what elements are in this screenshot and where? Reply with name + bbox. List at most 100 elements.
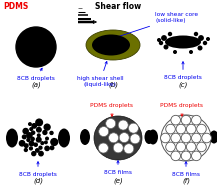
Circle shape xyxy=(27,139,30,141)
Text: (f): (f) xyxy=(182,177,190,184)
Circle shape xyxy=(29,123,31,125)
Ellipse shape xyxy=(6,129,18,147)
Circle shape xyxy=(171,133,181,143)
Circle shape xyxy=(45,146,49,150)
Ellipse shape xyxy=(145,130,153,144)
Text: PDMS droplets: PDMS droplets xyxy=(161,103,204,116)
Circle shape xyxy=(161,133,170,143)
Circle shape xyxy=(186,142,196,152)
Circle shape xyxy=(159,42,163,44)
Circle shape xyxy=(32,124,36,128)
Circle shape xyxy=(51,139,58,145)
Circle shape xyxy=(31,131,35,134)
Circle shape xyxy=(158,39,160,41)
Ellipse shape xyxy=(165,36,201,49)
Circle shape xyxy=(16,27,56,67)
Circle shape xyxy=(50,131,53,134)
Circle shape xyxy=(23,129,28,134)
Circle shape xyxy=(36,137,41,142)
Circle shape xyxy=(22,135,26,139)
Circle shape xyxy=(113,143,123,153)
Circle shape xyxy=(45,141,47,144)
Circle shape xyxy=(99,127,109,137)
Circle shape xyxy=(41,142,44,144)
Ellipse shape xyxy=(58,129,70,147)
Text: 8CB droplets: 8CB droplets xyxy=(164,62,202,80)
Text: 8CB films: 8CB films xyxy=(104,161,132,175)
Text: 8CB films: 8CB films xyxy=(172,162,200,177)
Circle shape xyxy=(32,152,36,156)
Circle shape xyxy=(192,115,201,125)
Text: (c): (c) xyxy=(178,82,188,88)
Circle shape xyxy=(19,141,25,146)
Ellipse shape xyxy=(92,35,130,56)
Text: (d): (d) xyxy=(33,177,43,184)
Circle shape xyxy=(124,144,134,154)
Text: high shear shell
(liquid-like): high shear shell (liquid-like) xyxy=(77,61,123,87)
Text: PDMS droplets: PDMS droplets xyxy=(90,103,133,116)
Circle shape xyxy=(166,142,175,152)
Circle shape xyxy=(194,33,197,36)
Circle shape xyxy=(50,146,54,149)
Ellipse shape xyxy=(80,129,90,145)
Circle shape xyxy=(192,133,201,143)
Circle shape xyxy=(30,147,32,150)
Circle shape xyxy=(46,137,48,140)
Circle shape xyxy=(27,133,32,138)
Circle shape xyxy=(176,124,186,134)
Text: (a): (a) xyxy=(31,82,41,88)
Circle shape xyxy=(24,149,27,151)
Circle shape xyxy=(128,123,138,133)
Circle shape xyxy=(207,38,209,40)
Circle shape xyxy=(171,151,181,161)
Ellipse shape xyxy=(161,115,211,161)
Circle shape xyxy=(31,137,34,141)
Circle shape xyxy=(171,115,181,125)
Circle shape xyxy=(38,134,40,137)
Circle shape xyxy=(98,143,108,153)
Circle shape xyxy=(118,120,128,130)
Circle shape xyxy=(190,51,192,53)
Circle shape xyxy=(197,142,206,152)
Ellipse shape xyxy=(209,130,217,143)
Text: 8CB droplets: 8CB droplets xyxy=(17,68,55,81)
Circle shape xyxy=(181,133,191,143)
Text: PDMS: PDMS xyxy=(3,2,28,11)
Circle shape xyxy=(198,46,202,50)
Circle shape xyxy=(29,141,34,146)
Text: Shear flow: Shear flow xyxy=(95,2,141,11)
Circle shape xyxy=(106,119,116,129)
Circle shape xyxy=(119,133,129,143)
Circle shape xyxy=(34,143,37,146)
Circle shape xyxy=(181,115,191,125)
Circle shape xyxy=(202,133,211,143)
Text: low shear core
(solid-like): low shear core (solid-like) xyxy=(112,12,198,39)
Circle shape xyxy=(204,42,207,44)
Circle shape xyxy=(199,36,203,40)
Circle shape xyxy=(192,151,201,161)
Circle shape xyxy=(25,144,28,147)
Circle shape xyxy=(162,36,166,40)
Circle shape xyxy=(197,124,206,134)
Circle shape xyxy=(43,131,47,134)
Circle shape xyxy=(44,124,50,130)
Circle shape xyxy=(108,133,118,143)
Circle shape xyxy=(130,134,140,144)
Circle shape xyxy=(174,51,176,53)
Circle shape xyxy=(39,146,42,149)
Ellipse shape xyxy=(86,30,140,60)
Circle shape xyxy=(36,149,39,152)
Ellipse shape xyxy=(148,129,158,145)
Circle shape xyxy=(39,151,43,156)
Ellipse shape xyxy=(94,116,142,160)
Text: 8CB droplets: 8CB droplets xyxy=(19,162,57,177)
Circle shape xyxy=(186,124,196,134)
Circle shape xyxy=(36,119,43,126)
Circle shape xyxy=(164,45,168,49)
Circle shape xyxy=(166,124,175,134)
Circle shape xyxy=(37,128,41,132)
Text: (e): (e) xyxy=(113,177,123,184)
Circle shape xyxy=(176,142,186,152)
Text: (b): (b) xyxy=(108,82,118,88)
Circle shape xyxy=(181,151,191,161)
